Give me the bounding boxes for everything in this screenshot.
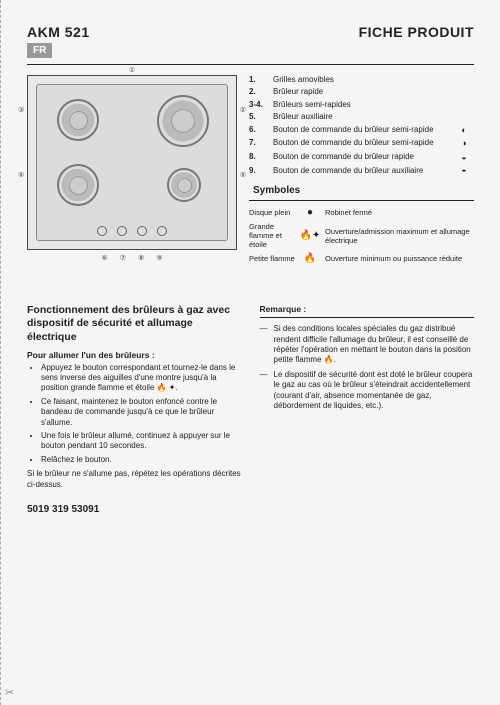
legend-item: 5.Brûleur auxiliaire bbox=[249, 112, 474, 122]
legend-icon bbox=[454, 100, 474, 110]
instruction-item: Appuyez le bouton correspondant et tourn… bbox=[41, 363, 242, 394]
knob-icon bbox=[137, 226, 147, 236]
symbol-row: Grande flamme et étoile🔥✦Ouverture/admis… bbox=[249, 222, 474, 249]
divider bbox=[260, 317, 475, 318]
document-title: FICHE PRODUIT bbox=[359, 24, 474, 40]
callout-2: ② bbox=[240, 106, 246, 114]
callout-7: ⑦ bbox=[120, 254, 126, 262]
remark-heading: Remarque : bbox=[260, 304, 475, 314]
instruction-item: Ce faisant, maintenez le bouton enfoncé … bbox=[41, 397, 242, 428]
legend-item: 9.Bouton de commande du brûleur auxiliai… bbox=[249, 166, 474, 178]
burner-icon bbox=[57, 99, 99, 141]
callout-4: ④ bbox=[18, 171, 24, 179]
symbol-icon: 🔥✦ bbox=[295, 230, 325, 241]
closing-note: Si le brûleur ne s'allume pas, répétez l… bbox=[27, 469, 242, 490]
diagram-bottom-labels: ⑥ ⑦ ⑧ ⑨ bbox=[27, 254, 237, 262]
symbol-row: Petite flamme🔥Ouverture minimum ou puiss… bbox=[249, 253, 474, 264]
model-number: AKM 521 bbox=[27, 24, 90, 40]
legend-num: 2. bbox=[249, 87, 273, 97]
callout-6: ⑥ bbox=[101, 254, 107, 262]
legend-num: 5. bbox=[249, 112, 273, 122]
symbol-desc: Ouverture minimum ou puissance réduite bbox=[325, 254, 474, 263]
legend-text: Grilles amovibles bbox=[273, 75, 454, 85]
legend-text: Brûleurs semi-rapides bbox=[273, 100, 454, 110]
symbol-icon: ● bbox=[295, 207, 325, 218]
legend-icon: ◑ bbox=[454, 138, 474, 150]
left-text-column: Fonctionnement des brûleurs à gaz avec d… bbox=[27, 304, 242, 490]
legend-item: 1.Grilles amovibles bbox=[249, 75, 474, 85]
callout-1: ① bbox=[129, 66, 135, 74]
section-title: Fonctionnement des brûleurs à gaz avec d… bbox=[27, 304, 242, 343]
legend-num: 3-4. bbox=[249, 100, 273, 110]
language-badge: FR bbox=[27, 43, 52, 58]
remark-item: Si des conditions locales spéciales du g… bbox=[274, 324, 475, 366]
legend-icon: ◓ bbox=[454, 166, 474, 178]
legend-text: Brûleur rapide bbox=[273, 87, 454, 97]
symbol-label: Petite flamme bbox=[249, 254, 295, 263]
scissor-icon: ✂ bbox=[5, 686, 14, 699]
right-text-column: Remarque : Si des conditions locales spé… bbox=[260, 304, 475, 490]
diagram-column: ① ③ ④ ② ⑤ ⑥ ⑦ ⑧ ⑨ bbox=[27, 75, 237, 268]
burner-icon bbox=[167, 168, 201, 202]
legend-num: 8. bbox=[249, 152, 273, 164]
legend-item: 7.Bouton de commande du brûleur semi-rap… bbox=[249, 138, 474, 150]
legend-item: 8.Bouton de commande du brûleur rapide◒ bbox=[249, 152, 474, 164]
cooktop-surface bbox=[36, 84, 228, 241]
legend-num: 6. bbox=[249, 125, 273, 137]
symbol-label: Grande flamme et étoile bbox=[249, 222, 295, 249]
legend-item: 3-4.Brûleurs semi-rapides bbox=[249, 100, 474, 110]
sub-heading: Pour allumer l'un des brûleurs : bbox=[27, 350, 242, 360]
legend-icon bbox=[454, 112, 474, 122]
symbol-row: Disque plein●Robinet fermé bbox=[249, 207, 474, 218]
burner-icon bbox=[57, 164, 99, 206]
legend-column: 1.Grilles amovibles2.Brûleur rapide3-4.B… bbox=[249, 75, 474, 268]
legend-num: 7. bbox=[249, 138, 273, 150]
legend-text: Bouton de commande du brûleur semi-rapid… bbox=[273, 125, 454, 137]
knob-icon bbox=[117, 226, 127, 236]
legend-icon bbox=[454, 75, 474, 85]
legend-text: Bouton de commande du brûleur auxiliaire bbox=[273, 166, 454, 178]
callout-3: ③ bbox=[18, 106, 24, 114]
divider bbox=[249, 200, 474, 201]
symbol-icon: 🔥 bbox=[295, 253, 325, 264]
legend-item: 2.Brûleur rapide bbox=[249, 87, 474, 97]
legend-item: 6.Bouton de commande du brûleur semi-rap… bbox=[249, 125, 474, 137]
symbol-desc: Robinet fermé bbox=[325, 208, 474, 217]
callout-8: ⑧ bbox=[138, 254, 144, 262]
legend-text: Bouton de commande du brûleur semi-rapid… bbox=[273, 138, 454, 150]
instruction-item: Relâchez le bouton. bbox=[41, 455, 242, 465]
instruction-item: Une fois le brûleur allumé, continuez à … bbox=[41, 431, 242, 452]
callout-9: ⑨ bbox=[156, 254, 162, 262]
remark-item: Le dispositif de sécurité dont est doté … bbox=[274, 370, 475, 412]
divider bbox=[27, 64, 474, 65]
legend-num: 1. bbox=[249, 75, 273, 85]
symbol-desc: Ouverture/admission maximum et allumage … bbox=[325, 227, 474, 245]
legend-icon: ◐ bbox=[454, 125, 474, 137]
legend-num: 9. bbox=[249, 166, 273, 178]
cooktop-diagram: ① ③ ④ ② ⑤ bbox=[27, 75, 237, 250]
knob-row bbox=[37, 226, 227, 236]
legend-icon: ◒ bbox=[454, 152, 474, 164]
legend-text: Bouton de commande du brûleur rapide bbox=[273, 152, 454, 164]
legend-icon bbox=[454, 87, 474, 97]
knob-icon bbox=[97, 226, 107, 236]
callout-5: ⑤ bbox=[240, 171, 246, 179]
symbols-heading: Symboles bbox=[253, 185, 474, 196]
knob-icon bbox=[157, 226, 167, 236]
footer-code: 5019 319 53091 bbox=[27, 504, 474, 515]
burner-icon bbox=[157, 95, 209, 147]
symbol-label: Disque plein bbox=[249, 208, 295, 217]
legend-text: Brûleur auxiliaire bbox=[273, 112, 454, 122]
